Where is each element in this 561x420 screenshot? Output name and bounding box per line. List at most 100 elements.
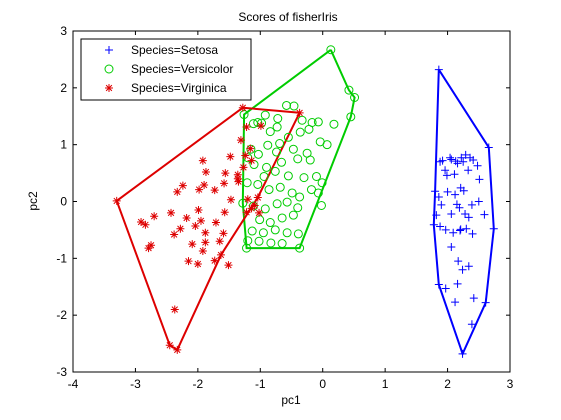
x-tick-label: 2 [444, 377, 451, 391]
data-point [170, 305, 179, 314]
data-point [438, 156, 447, 165]
data-point [254, 236, 264, 246]
data-point [429, 220, 438, 229]
data-point [464, 262, 473, 271]
data-point [282, 197, 292, 207]
data-point [449, 228, 458, 237]
data-point [255, 208, 264, 217]
data-point [432, 211, 441, 220]
data-point [447, 242, 456, 251]
data-point [293, 154, 303, 164]
x-tick-label: -3 [130, 377, 141, 391]
hull-line-1 [241, 48, 356, 250]
chart-title: Scores of fisherIris [238, 10, 337, 24]
data-point [295, 127, 305, 137]
legend-marker [105, 84, 113, 92]
data-point [484, 143, 493, 152]
data-point [226, 195, 235, 204]
data-point [489, 224, 498, 233]
data-point [265, 127, 275, 137]
legend-entry-label: Species=Virginica [131, 81, 227, 95]
data-point [322, 140, 332, 150]
data-point [195, 185, 204, 194]
data-point [443, 187, 452, 196]
data-point [247, 226, 257, 236]
data-point [441, 284, 450, 293]
data-point [258, 228, 268, 238]
data-point [316, 200, 326, 210]
data-point [456, 183, 465, 192]
data-point [473, 161, 482, 170]
y-axis: -3 -2 -1 0 1 2 3 [56, 24, 510, 379]
x-tick-label: 0 [319, 377, 326, 391]
x-tick-label: 3 [507, 377, 514, 391]
data-point [305, 155, 315, 165]
data-point [184, 257, 193, 266]
data-point [458, 349, 467, 358]
data-point [198, 246, 207, 255]
data-point [450, 170, 459, 179]
data-point [242, 243, 252, 253]
data-point [201, 228, 210, 237]
data-point [170, 230, 179, 239]
data-point [260, 110, 270, 120]
data-point [295, 192, 305, 202]
data-point [273, 114, 283, 124]
data-point [173, 187, 182, 196]
data-point [242, 123, 251, 132]
data-point [253, 193, 262, 202]
data-point [220, 179, 229, 188]
data-point [137, 217, 146, 226]
data-point [275, 182, 285, 192]
data-point [144, 244, 153, 253]
data-point [313, 188, 323, 198]
data-point [329, 119, 339, 129]
data-point [288, 144, 298, 154]
data-point [210, 186, 219, 195]
data-point [198, 156, 207, 165]
data-point [441, 166, 450, 175]
data-point [239, 163, 248, 172]
data-point [464, 213, 473, 222]
data-point [234, 177, 243, 186]
data-point [326, 45, 336, 55]
data-point [457, 153, 466, 162]
data-point [196, 216, 205, 225]
data-point [256, 121, 265, 130]
y-tick-label: -3 [56, 365, 67, 379]
x-axis-label: pc1 [281, 393, 301, 407]
data-point [236, 136, 245, 145]
data-point [270, 225, 280, 235]
data-point [462, 224, 471, 233]
y-tick-label: 0 [60, 195, 67, 209]
data-point [226, 152, 235, 161]
y-tick-label: 2 [60, 81, 67, 95]
data-point [297, 115, 307, 125]
x-tick-label: 1 [382, 377, 389, 391]
hull-line-2 [115, 106, 302, 352]
data-point [475, 175, 484, 184]
data-point [454, 257, 463, 266]
x-axis: -4 -3 -2 -1 0 1 2 3 [68, 31, 514, 391]
data-point [253, 179, 263, 189]
data-point [263, 140, 273, 150]
data-point [277, 157, 287, 167]
data-point [283, 132, 293, 142]
legend-marker [105, 46, 113, 54]
data-point [469, 294, 478, 303]
data-point [277, 213, 287, 223]
data-point [453, 279, 462, 288]
y-tick-label: -2 [56, 308, 67, 322]
y-tick-label: 3 [60, 24, 67, 38]
data-point [242, 208, 251, 217]
legend-marker [104, 64, 114, 74]
data-point [287, 188, 297, 198]
data-point [313, 117, 323, 127]
data-point [253, 149, 263, 159]
legend-entry-label: Species=Setosa [131, 43, 218, 57]
data-point [173, 345, 182, 354]
data-point [221, 169, 230, 178]
data-point [272, 122, 282, 132]
data-point [233, 174, 242, 183]
